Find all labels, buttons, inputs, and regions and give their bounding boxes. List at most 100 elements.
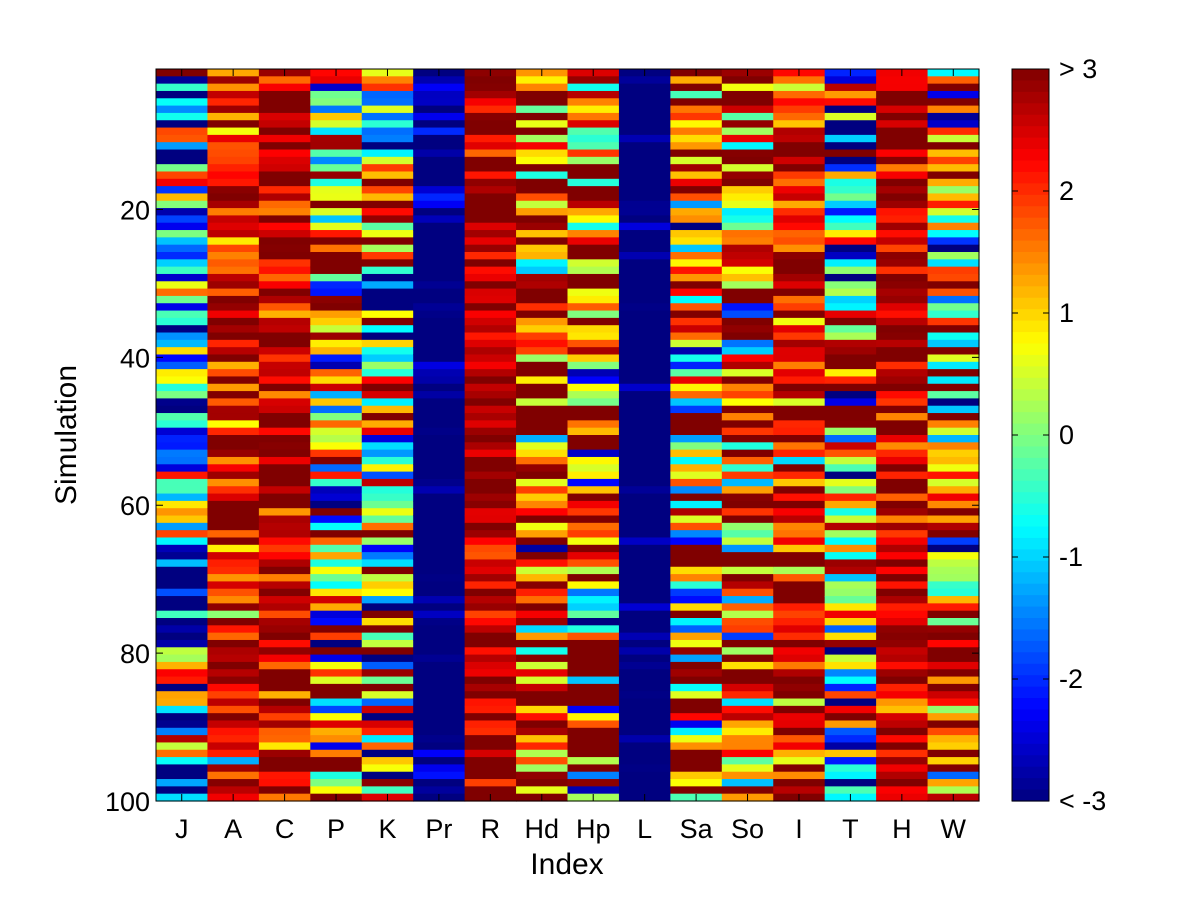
heatmap-cell (824, 537, 877, 546)
heatmap-cell (618, 134, 671, 143)
heatmap-cell (824, 237, 877, 246)
heatmap-cell (207, 639, 260, 648)
x-tick-label: A (224, 814, 242, 844)
heatmap-cell (516, 574, 569, 582)
heatmap-cell (618, 544, 671, 553)
heatmap-cell (567, 405, 620, 414)
heatmap-cell (567, 376, 620, 385)
heatmap-cell (721, 727, 774, 736)
heatmap-cell (310, 669, 363, 678)
heatmap-cell (773, 596, 826, 604)
heatmap-cell (876, 149, 929, 158)
heatmap-cell (207, 391, 260, 399)
heatmap-cell (464, 164, 517, 173)
heatmap-cell (516, 405, 569, 414)
heatmap-cell (156, 134, 209, 143)
heatmap-cell (413, 361, 466, 370)
heatmap-cell (516, 208, 569, 216)
heatmap-cell (670, 486, 723, 495)
heatmap-cell (464, 332, 517, 341)
heatmap-cell (670, 442, 723, 451)
heatmap-cell (773, 544, 826, 553)
heatmap-cell (721, 530, 774, 539)
heatmap-cell (721, 310, 774, 319)
heatmap-cell (361, 178, 414, 187)
heatmap-cell (207, 654, 260, 663)
heatmap-cell (516, 398, 569, 407)
heatmap-cell (413, 588, 466, 597)
heatmap-cell (258, 178, 311, 187)
heatmap-cell (516, 281, 569, 290)
heatmap-cell (361, 588, 414, 597)
heatmap-cell (258, 112, 311, 121)
heatmap-cell (773, 464, 826, 473)
heatmap-cell (773, 559, 826, 568)
heatmap-cell (258, 705, 311, 714)
heatmap-cell (310, 625, 363, 634)
heatmap-cell (413, 735, 466, 744)
heatmap-cell (824, 252, 877, 260)
heatmap-cell (876, 310, 929, 319)
heatmap-cell (670, 164, 723, 173)
heatmap-cell (361, 654, 414, 663)
x-axis-label: Index (530, 848, 603, 881)
heatmap-cell (670, 244, 723, 253)
heatmap-cell (773, 347, 826, 356)
heatmap-cell (207, 369, 260, 378)
heatmap-cell (464, 639, 517, 648)
heatmap-cell (670, 98, 723, 107)
heatmap-cell (824, 222, 877, 231)
heatmap-cell (773, 786, 826, 795)
heatmap-cell (207, 727, 260, 736)
heatmap-cell (310, 339, 363, 348)
heatmap-cell (721, 369, 774, 378)
x-tick-label: Sa (680, 814, 714, 844)
heatmap-cell (258, 442, 311, 451)
heatmap-cell (464, 281, 517, 290)
heatmap-cell (927, 288, 980, 297)
heatmap-cell (567, 186, 620, 195)
heatmap-cell (156, 347, 209, 356)
heatmap-cell (464, 259, 517, 268)
heatmap-cell (258, 339, 311, 348)
heatmap-cell (773, 588, 826, 597)
heatmap-cell (361, 464, 414, 473)
heatmap-cell (413, 420, 466, 429)
heatmap-cell (824, 566, 877, 575)
heatmap-cell (413, 230, 466, 238)
heatmap-cell (567, 149, 620, 158)
heatmap-cell (721, 383, 774, 392)
heatmap-cell (567, 530, 620, 539)
heatmap-cell (670, 215, 723, 224)
heatmap-cell (824, 244, 877, 253)
heatmap-cell (927, 647, 980, 656)
heatmap-cell (413, 376, 466, 385)
heatmap-cell (927, 332, 980, 341)
heatmap-cell (413, 493, 466, 502)
heatmap-cell (207, 376, 260, 385)
heatmap-cell (413, 464, 466, 473)
heatmap-cell (670, 427, 723, 436)
heatmap-cell (670, 625, 723, 634)
heatmap-cell (361, 530, 414, 539)
heatmap-cell (773, 398, 826, 407)
heatmap-cell (258, 698, 311, 707)
heatmap-cell (361, 354, 414, 363)
heatmap-cell (207, 471, 260, 480)
heatmap-cell (413, 486, 466, 495)
heatmap-cell (361, 200, 414, 209)
heatmap-cell (207, 149, 260, 158)
colorbar-swatch (1012, 583, 1049, 596)
colorbar-tick-label: < -3 (1059, 786, 1106, 816)
heatmap-cell (258, 105, 311, 114)
heatmap-cell (361, 456, 414, 465)
heatmap-cell (207, 435, 260, 443)
heatmap-cell (361, 691, 414, 700)
heatmap-cell (207, 757, 260, 765)
heatmap-cell (258, 574, 311, 582)
heatmap-cell (310, 427, 363, 436)
heatmap-cell (670, 727, 723, 736)
heatmap-cell (670, 713, 723, 722)
heatmap-cell (824, 530, 877, 539)
heatmap-cell (361, 105, 414, 114)
